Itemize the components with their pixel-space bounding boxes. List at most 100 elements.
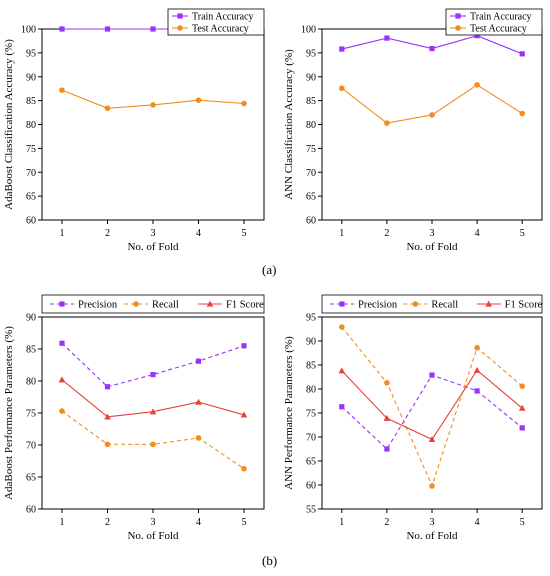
y-tick-label: 75	[306, 409, 316, 420]
data-point	[241, 465, 247, 472]
x-tick-label: 4	[196, 228, 201, 239]
data-point	[384, 35, 390, 41]
data-point	[519, 383, 525, 389]
y-tick-label: 85	[26, 345, 36, 356]
legend-marker	[177, 13, 183, 19]
data-point	[195, 358, 202, 364]
x-tick-label: 3	[151, 517, 156, 528]
legend-marker	[455, 25, 461, 31]
chart-4: 55 60 65 70 75 80 85 90 95 1 2 3 4 5 No. of Fold ANN Pe…	[283, 294, 543, 542]
data-point	[429, 112, 435, 118]
x-tick-label: 5	[520, 517, 525, 528]
y-tick-label: 100	[21, 25, 36, 36]
y-tick-label: 95	[306, 313, 316, 324]
data-point	[384, 120, 390, 126]
legend-label: Precision	[358, 300, 398, 311]
y-tick-label: 90	[306, 337, 316, 348]
x-axis-label: No. of Fold	[127, 241, 179, 253]
x-tick-label: 1	[59, 517, 64, 528]
plot-frame	[321, 316, 543, 510]
data-point	[339, 404, 345, 410]
plot-frame	[41, 28, 265, 221]
data-point	[240, 411, 248, 418]
x-tick-label: 4	[475, 517, 480, 528]
data-point	[59, 87, 65, 93]
legend-label: F1 Score	[226, 300, 264, 311]
x-tick-label: 5	[242, 228, 247, 239]
x-tick-label: 4	[196, 517, 201, 528]
y-tick-label: 65	[306, 457, 316, 468]
data-point	[473, 366, 481, 373]
y-tick-label: 70	[26, 168, 36, 179]
y-tick-label: 95	[26, 48, 36, 59]
series-precision	[339, 372, 525, 452]
legend-marker	[177, 25, 183, 31]
data-point	[339, 85, 345, 92]
y-tick-label: 85	[306, 361, 316, 372]
x-tick-label: 5	[520, 228, 525, 239]
data-point	[474, 82, 480, 88]
x-tick-label: 2	[384, 228, 389, 239]
legend-box	[321, 294, 543, 314]
data-point	[383, 414, 391, 421]
data-point	[428, 436, 436, 442]
y-tick-label: 65	[306, 192, 316, 203]
x-axis-label: No. of Fold	[406, 241, 458, 253]
data-point	[241, 343, 247, 349]
series-line	[61, 342, 245, 388]
legend-marker	[455, 13, 461, 19]
y-tick-label: 75	[26, 144, 36, 155]
series-recall	[59, 408, 247, 472]
y-tick-label: 60	[26, 505, 36, 516]
data-point	[474, 344, 480, 351]
legend-label: F1 Score	[505, 300, 543, 311]
panel-label-b: (b)	[262, 553, 278, 568]
y-tick-label: 90	[306, 72, 316, 83]
series-line	[341, 326, 523, 488]
y-tick-label: 60	[26, 216, 36, 227]
data-point	[474, 33, 480, 39]
data-point	[474, 388, 480, 394]
x-tick-label: 3	[151, 228, 156, 239]
data-point	[338, 367, 346, 374]
x-axis-label: No. of Fold	[406, 530, 458, 542]
series-train-accuracy	[339, 33, 525, 57]
legend-box	[167, 8, 265, 36]
x-tick-label: 1	[339, 517, 344, 528]
data-point	[519, 51, 525, 57]
legend: Precision Recall F1 Score	[41, 294, 265, 314]
legend-marker	[59, 301, 65, 307]
legend-label: Recall	[152, 300, 179, 311]
legend-label: Recall	[431, 300, 458, 311]
data-point	[195, 435, 202, 441]
data-point	[384, 379, 390, 386]
legend-marker	[206, 300, 214, 307]
x-tick-label: 1	[339, 228, 344, 239]
data-point	[519, 425, 525, 431]
y-tick-label: 65	[26, 473, 36, 484]
y-tick-label: 75	[306, 144, 316, 155]
y-tick-label: 55	[306, 505, 316, 516]
x-tick-label: 4	[475, 228, 480, 239]
legend-marker	[339, 301, 345, 307]
x-axis-label: No. of Fold	[127, 530, 179, 542]
data-point	[59, 26, 65, 32]
panel-label-a: (a)	[262, 262, 277, 277]
x-tick-label: 3	[430, 228, 435, 239]
data-point	[339, 324, 345, 330]
x-tick-label: 2	[105, 517, 110, 528]
y-axis-label: AdaBoost Classification Accuracy (%)	[3, 39, 15, 210]
y-axis-label: AdaBoost Performance Parameters (%)	[3, 326, 15, 500]
chart-2: 60 65 70 75 80 85 90 95 100 1 2 3 4 5 No. of Fold ANN C…	[283, 8, 543, 253]
y-tick-label: 95	[306, 48, 316, 59]
series-line	[61, 410, 245, 470]
data-point	[149, 408, 157, 415]
y-tick-label: 60	[306, 216, 316, 227]
series-recall	[339, 324, 525, 489]
data-point	[518, 404, 526, 411]
plot-frame	[321, 28, 543, 221]
